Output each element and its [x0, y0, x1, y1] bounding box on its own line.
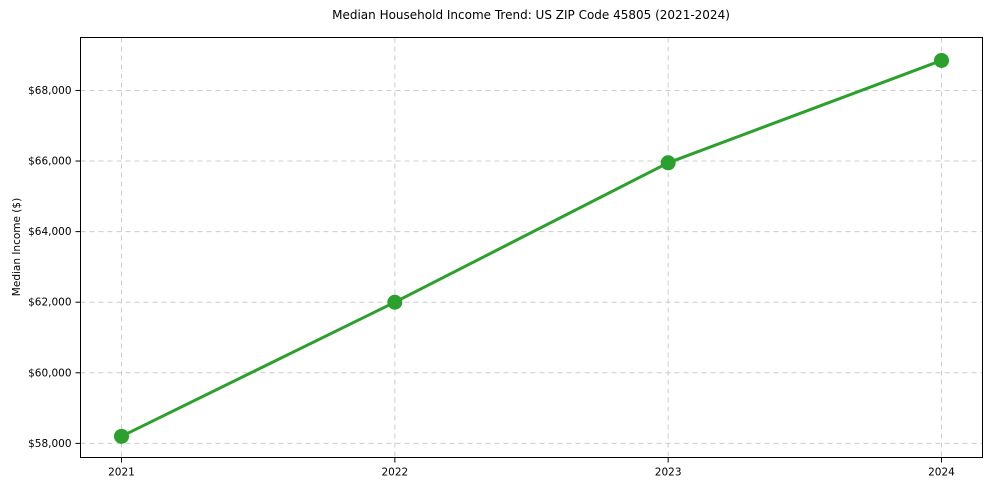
- data-point: [387, 294, 403, 310]
- chart-title: Median Household Income Trend: US ZIP Co…: [332, 8, 730, 22]
- x-tick-label: 2021: [108, 467, 135, 479]
- plot-border: [80, 37, 983, 458]
- y-tick-label: $58,000: [28, 438, 71, 450]
- data-point: [660, 155, 676, 171]
- data-point: [934, 52, 949, 68]
- y-tick-label: $66,000: [28, 156, 71, 168]
- x-tick-label: 2024: [928, 467, 955, 479]
- y-tick-label: $68,000: [28, 85, 71, 97]
- x-tick-label: 2022: [381, 467, 408, 479]
- y-tick-label: $62,000: [28, 297, 71, 309]
- x-tick-label: 2023: [655, 467, 682, 479]
- data-point: [114, 428, 129, 444]
- data-line: [120, 58, 943, 438]
- y-tick-label: $64,000: [28, 226, 71, 238]
- y-tick-label: $60,000: [28, 367, 71, 379]
